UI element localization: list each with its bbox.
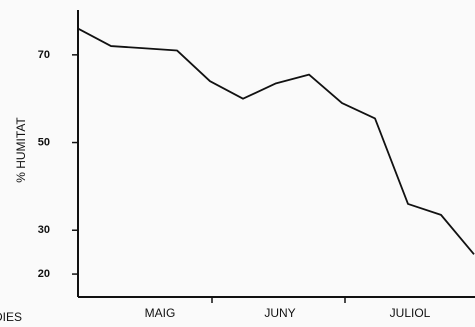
month-label: MAIG [145, 306, 176, 320]
y-tick-label: 50 [38, 136, 50, 148]
month-label: JUNY [264, 306, 295, 320]
line [77, 27, 475, 255]
y-axis-label: % HUMITAT [14, 117, 28, 183]
x-axis-label: DIES [0, 310, 22, 324]
y-tick-label: 70 [38, 49, 50, 61]
month-label: JULIOL [390, 306, 431, 320]
y-tick-label: 30 [38, 224, 50, 236]
y-tick-label: 20 [38, 268, 50, 280]
